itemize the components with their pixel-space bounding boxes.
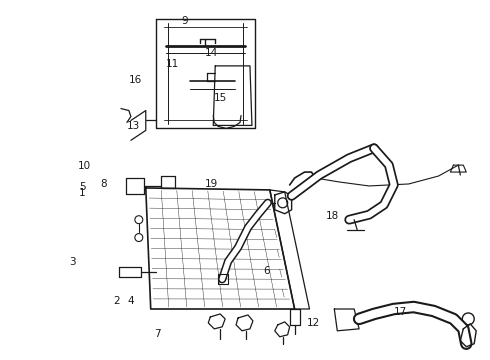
Text: 4: 4	[127, 296, 134, 306]
Text: 15: 15	[214, 93, 227, 103]
Text: 7: 7	[154, 329, 161, 339]
Text: 9: 9	[181, 16, 188, 26]
Text: 13: 13	[126, 121, 140, 131]
Text: 18: 18	[326, 211, 339, 221]
Text: 10: 10	[78, 161, 91, 171]
Text: 3: 3	[69, 257, 75, 267]
Text: 17: 17	[394, 307, 407, 317]
Text: 16: 16	[129, 75, 142, 85]
Text: 12: 12	[306, 318, 319, 328]
Text: 6: 6	[264, 266, 270, 276]
Text: 14: 14	[204, 48, 218, 58]
Text: 19: 19	[204, 179, 218, 189]
Text: 8: 8	[100, 179, 107, 189]
Text: 5: 5	[79, 182, 85, 192]
Text: 1: 1	[79, 188, 85, 198]
Text: 2: 2	[113, 296, 120, 306]
Text: 11: 11	[166, 59, 179, 69]
